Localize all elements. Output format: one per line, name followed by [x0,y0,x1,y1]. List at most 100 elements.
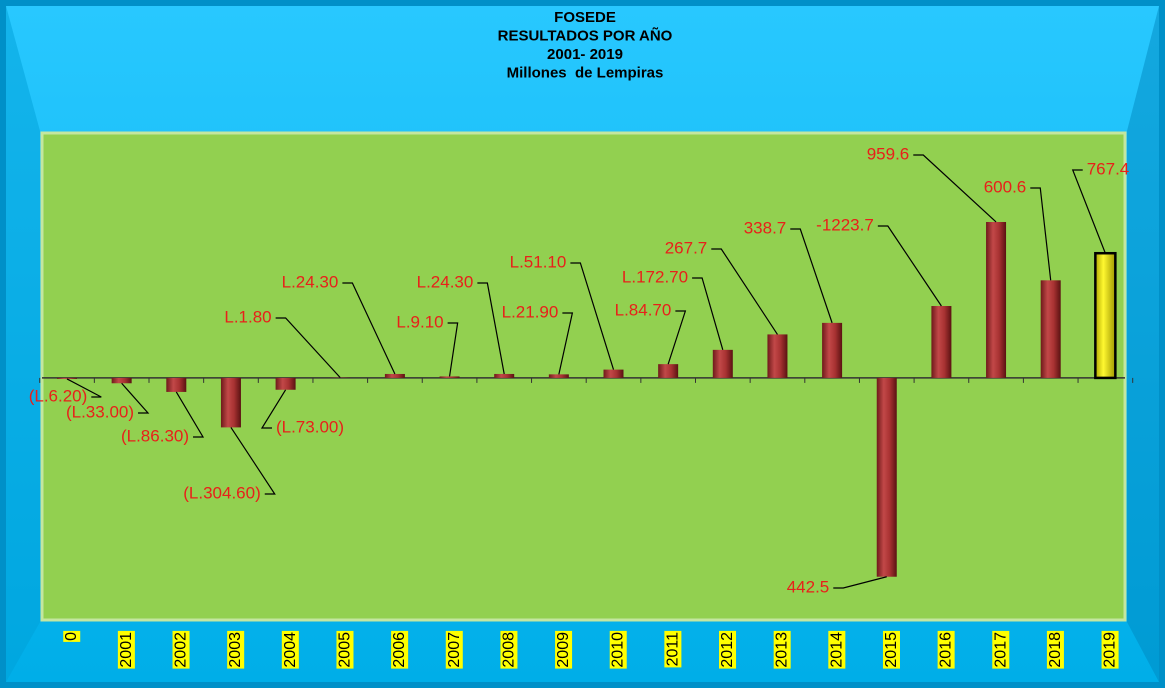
x-tick-bg [1046,630,1064,669]
x-tick: 2014 [828,630,846,669]
x-tick: 0 [63,630,81,642]
leader-line [121,382,150,414]
x-tick-bg [281,630,299,669]
x-tick-label: 2008 [500,632,517,668]
bar [384,373,405,378]
value-label: L.1.80 [224,307,271,326]
bar [1040,280,1061,378]
x-tick-bg [445,630,463,669]
bar [1094,251,1117,380]
bar [986,221,1007,378]
leader-line [877,225,942,307]
bar [822,322,843,378]
x-tick: 2011 [664,630,682,668]
x-tick-label: 2014 [828,632,845,668]
chart-title: Millones de Lempiras [507,64,664,81]
leader-line [711,248,778,335]
leader-line [1030,187,1052,281]
x-tick: 2019 [1101,630,1119,669]
x-tick-bg [664,630,682,668]
bar [603,369,624,378]
x-tick: 2008 [500,630,518,669]
leader-line [833,576,887,589]
x-tick: 2005 [336,630,354,669]
x-tick-bg [828,630,846,669]
x-tick-bg [391,630,409,669]
x-tick: 2006 [391,630,409,669]
x-tick: 2017 [992,630,1010,669]
x-tick: 2003 [227,630,245,669]
x-tick-label: 2013 [774,632,791,668]
value-label: 600.6 [984,177,1027,196]
x-tick: 2007 [445,630,463,669]
x-tick-bg [882,630,900,669]
value-label: (L.6.20) [29,386,88,405]
value-label: 442.5 [787,577,830,596]
bar [166,377,187,392]
leader-line [667,310,687,365]
leader-line [570,262,615,370]
x-tick: 2004 [281,630,299,669]
leader-line [260,389,287,429]
leader-line [692,277,724,351]
x-tick-bg [500,630,518,669]
x-tick: 2013 [773,630,791,669]
x-tick-bg [555,630,573,669]
bar [275,377,296,390]
x-tick-bg [172,630,190,669]
bevel [6,6,40,682]
x-tick-label: 2012 [719,632,736,668]
leader-line [1071,169,1106,254]
x-tick: 2012 [719,630,737,669]
x-tick-label: 2002 [173,632,190,668]
leader-line [275,317,341,379]
x-tick-label: 2006 [391,632,408,668]
chart-title: 2001- 2019 [547,46,623,63]
x-tick-label: 2018 [1047,632,1064,668]
x-tick-bg [336,630,354,669]
x-tick-label: 2015 [883,632,900,668]
leader-line [477,282,505,375]
value-label: L.9.10 [396,312,443,331]
value-label: -1223.7 [816,215,874,234]
bar [220,377,241,428]
value-label: L.24.30 [282,272,339,291]
bar [658,364,679,378]
value-label: L.21.90 [502,302,559,321]
x-tick: 2002 [172,630,190,669]
x-tick-bg [609,630,627,669]
bar [767,334,788,378]
leader-line [913,154,997,223]
x-tick-label: 2005 [336,632,353,668]
value-label: L.51.10 [510,252,567,271]
value-label: L.84.70 [615,300,672,319]
value-label: 959.6 [867,144,910,163]
bar [57,377,77,379]
bar [111,377,132,384]
x-tick-bg [227,630,245,669]
plot-area [40,131,1127,622]
x-tick-label: 2007 [446,632,463,668]
leader-line [558,312,574,375]
bevel [1127,6,1159,682]
x-tick-label: 0 [63,632,80,641]
x-tick-label: 2011 [664,632,681,667]
x-tick: 2001 [117,630,135,669]
bar [931,306,952,378]
x-tick: 2018 [1046,630,1064,669]
x-tick-label: 2001 [118,632,135,668]
x-tick: 2016 [937,630,955,669]
leader-line [175,391,205,438]
x-tick-label: 2016 [938,632,955,668]
x-tick-bg [937,630,955,669]
leader-line [342,282,396,375]
bar [439,376,460,378]
value-label: (L.304.60) [183,483,261,502]
value-label: (L.73.00) [276,417,344,436]
x-tick-bg [1101,630,1119,669]
x-tick-bg [117,630,135,669]
x-tick-label: 2009 [555,632,572,668]
value-label: 267.7 [665,238,708,257]
x-tick-bg [992,630,1010,669]
bar [494,373,515,378]
